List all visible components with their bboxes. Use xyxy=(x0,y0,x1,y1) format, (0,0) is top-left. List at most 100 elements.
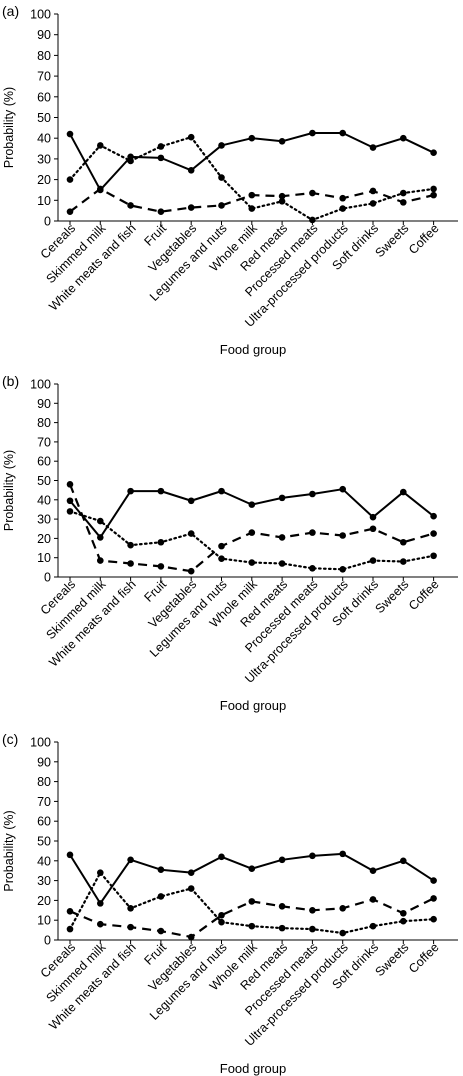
data-point xyxy=(339,194,347,202)
data-point xyxy=(339,129,347,137)
y-tick-label: 70 xyxy=(37,70,51,84)
chart-panel: (c)0102030405060708090100CerealsSkimmed … xyxy=(2,731,458,1076)
data-point xyxy=(369,187,377,195)
data-point xyxy=(400,909,407,917)
data-point xyxy=(309,216,316,224)
y-tick-label: 40 xyxy=(37,854,51,868)
data-point xyxy=(97,920,104,928)
y-axis-title: Probability (%) xyxy=(2,450,16,531)
data-point xyxy=(369,922,377,930)
data-point xyxy=(97,557,104,564)
data-point xyxy=(278,192,286,200)
data-point xyxy=(430,512,437,520)
data-point xyxy=(187,933,195,941)
data-point xyxy=(369,896,377,903)
data-point xyxy=(400,488,407,496)
y-tick-label: 100 xyxy=(30,8,51,22)
y-tick-label: 50 xyxy=(37,835,51,849)
data-point xyxy=(339,929,347,937)
y-tick-label: 0 xyxy=(44,571,51,585)
data-point xyxy=(218,911,225,919)
x-axis-title: Food group xyxy=(220,698,287,713)
data-point xyxy=(309,129,316,137)
data-point xyxy=(400,199,407,206)
data-point xyxy=(187,567,195,575)
y-tick-label: 0 xyxy=(44,934,51,948)
data-point xyxy=(218,174,225,181)
data-point xyxy=(66,481,74,488)
y-axis-title: Probability (%) xyxy=(2,87,16,168)
data-point xyxy=(157,927,165,935)
x-tick-label: Coffee xyxy=(406,577,442,613)
data-point xyxy=(248,501,256,508)
data-point xyxy=(248,191,256,199)
data-point xyxy=(278,856,286,864)
data-point xyxy=(218,555,225,562)
x-tick-label: Sweets xyxy=(373,940,412,979)
y-tick-label: 30 xyxy=(37,513,51,527)
data-point xyxy=(187,497,195,505)
data-point xyxy=(369,557,377,564)
data-point xyxy=(127,923,134,931)
y-tick-label: 80 xyxy=(37,49,51,63)
data-point xyxy=(400,917,407,925)
data-point xyxy=(430,191,437,199)
data-point xyxy=(369,513,377,521)
chart-panel: (b)0102030405060708090100CerealsSkimmed … xyxy=(2,373,458,713)
data-point xyxy=(278,924,286,932)
panel-label: (b) xyxy=(2,373,19,389)
y-tick-label: 60 xyxy=(37,815,51,829)
data-point xyxy=(218,918,225,926)
data-point xyxy=(369,525,377,533)
data-point xyxy=(430,185,437,193)
x-tick-label: Coffee xyxy=(406,940,442,976)
y-tick-label: 10 xyxy=(37,914,51,928)
data-point xyxy=(339,532,347,539)
data-point xyxy=(369,867,377,874)
series-line xyxy=(69,852,435,905)
panel-label: (c) xyxy=(2,731,18,747)
data-point xyxy=(369,200,377,207)
data-point xyxy=(400,189,407,197)
data-point xyxy=(187,885,195,892)
y-tick-label: 30 xyxy=(37,152,51,166)
data-point xyxy=(278,138,286,145)
data-point xyxy=(309,925,316,933)
data-point xyxy=(187,530,195,537)
y-tick-label: 70 xyxy=(37,795,51,809)
data-point xyxy=(66,176,74,183)
panel-label: (a) xyxy=(2,3,19,19)
y-tick-label: 0 xyxy=(44,215,51,229)
data-point xyxy=(309,189,316,197)
data-point xyxy=(97,517,104,525)
data-point xyxy=(97,900,104,907)
data-point xyxy=(309,529,316,536)
chart-panel: (a)0102030405060708090100CerealsSkimmed … xyxy=(2,3,458,357)
data-point xyxy=(157,866,165,874)
data-point xyxy=(66,851,74,859)
data-point xyxy=(97,534,104,541)
data-point xyxy=(248,529,256,536)
data-point xyxy=(400,538,407,546)
data-point xyxy=(430,530,437,537)
y-tick-label: 40 xyxy=(37,493,51,507)
x-tick-label: Coffee xyxy=(406,221,442,257)
data-point xyxy=(157,893,165,900)
y-tick-label: 50 xyxy=(37,111,51,125)
y-tick-label: 40 xyxy=(37,132,51,146)
data-point xyxy=(400,857,407,865)
y-tick-label: 10 xyxy=(37,551,51,565)
data-point xyxy=(218,142,225,149)
data-point xyxy=(339,850,347,858)
y-tick-label: 20 xyxy=(37,894,51,908)
data-point xyxy=(157,563,165,570)
data-point xyxy=(66,208,74,215)
series-line xyxy=(69,132,435,191)
y-axis-title: Probability (%) xyxy=(2,810,16,891)
data-point xyxy=(127,560,134,567)
data-point xyxy=(339,485,347,493)
y-tick-label: 80 xyxy=(37,416,51,430)
data-point xyxy=(97,185,104,193)
data-point xyxy=(66,130,74,138)
